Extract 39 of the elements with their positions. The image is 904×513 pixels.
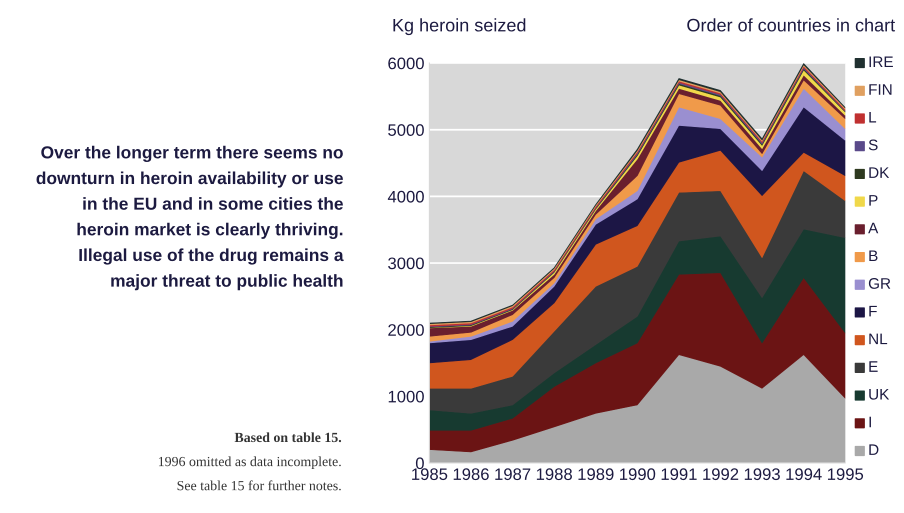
y-tick-label: 5000 — [388, 124, 424, 136]
legend-label: GR — [868, 278, 890, 289]
legend-label: B — [869, 250, 878, 261]
legend-label: UK — [869, 389, 890, 400]
legend-label: DK — [869, 167, 890, 178]
y-tick-label: 6000 — [388, 58, 424, 70]
legend-label: I — [870, 416, 871, 428]
x-tick-label: 1989 — [578, 468, 614, 480]
legend-label: A — [868, 222, 878, 234]
y-tick-label: 4000 — [388, 190, 424, 203]
legend-label: F — [869, 306, 877, 316]
x-tick-label: 1995 — [828, 468, 864, 480]
text: See table 15 for further notes. — [178, 480, 341, 490]
text: 1996 omitted as data incomplete. — [158, 456, 341, 470]
x-tick-label: 1988 — [536, 468, 572, 480]
y-axis-title: Kg heroin seized — [393, 18, 526, 36]
x-tick-label: 1990 — [620, 468, 656, 480]
text: Over the longer term there seems no downturn in heroin availability or use in the EU and in some cities the heroin market is clearly thriving. Illegal use of the drug remains a major threat to public health — [36, 146, 344, 290]
legend-title: Order of countries in chart — [687, 18, 896, 32]
legend-label: E — [869, 361, 878, 372]
legend-label: D — [869, 444, 878, 455]
y-tick-label: 1000 — [388, 390, 424, 403]
text: Based on table 15. — [234, 432, 342, 442]
legend-label: L — [869, 112, 876, 122]
legend-label: S — [868, 140, 878, 150]
x-tick-label: 1992 — [703, 468, 738, 480]
legend-label: FIN — [869, 84, 892, 95]
x-tick-label: 1991 — [662, 468, 697, 480]
y-tick-label: 0 — [416, 457, 424, 470]
legend-label: IRE — [870, 56, 893, 68]
legend-label: NL — [869, 334, 888, 344]
x-tick-label: 1985 — [412, 468, 448, 480]
x-tick-label: 1994 — [786, 468, 822, 480]
legend-label: P — [869, 195, 878, 206]
x-tick-label: 1986 — [454, 468, 489, 480]
y-tick-label: 3000 — [388, 257, 424, 270]
x-tick-label: 1987 — [495, 468, 530, 480]
x-tick-label: 1993 — [744, 468, 780, 480]
y-tick-label: 2000 — [388, 324, 424, 336]
